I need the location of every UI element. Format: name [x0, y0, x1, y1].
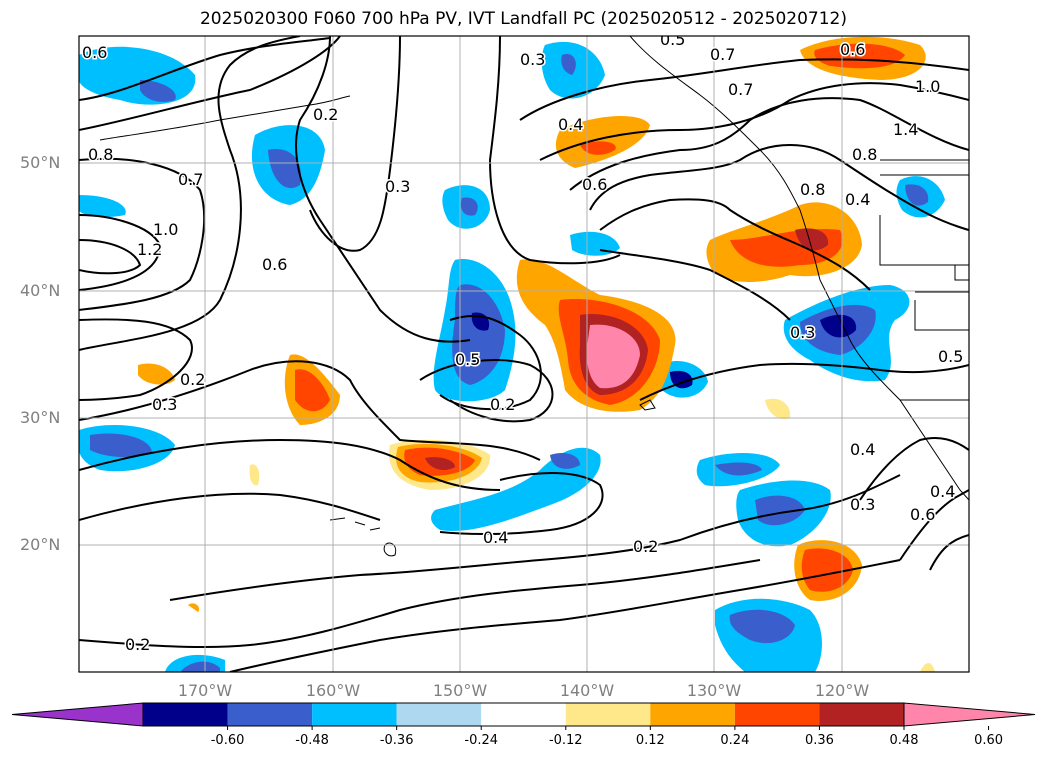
colorbar-tick-label: -0.24 — [464, 733, 499, 748]
map-frame — [78, 35, 970, 673]
colorbar-tick-label: -0.12 — [548, 733, 583, 748]
colorbar-tick-label: 0.60 — [974, 733, 1004, 748]
contour-label: 0.4 — [558, 115, 583, 134]
contour-label: 0.4 — [845, 190, 870, 209]
contour-label: 0.8 — [88, 145, 113, 164]
contour-label: 0.6 — [840, 40, 865, 59]
contour-label: 0.2 — [125, 635, 150, 654]
contour-label: 1.4 — [893, 120, 918, 139]
contour-label: 0.3 — [790, 323, 815, 342]
lon-label-130w: 130°W — [686, 681, 742, 700]
contour-label: 0.7 — [728, 80, 753, 99]
colorbar-frame — [142, 702, 905, 727]
colorbar-tick-label: -0.48 — [295, 733, 329, 748]
graticule — [79, 36, 969, 672]
lon-label-160w: 160°W — [305, 681, 361, 700]
contour-label: 0.4 — [483, 528, 508, 547]
contour-label: 1.2 — [137, 240, 162, 259]
colorbar-tick-label: 0.48 — [889, 733, 919, 748]
colorbar-segment — [819, 703, 904, 726]
lat-label-50n: 50°N — [20, 153, 61, 172]
contour-label: 0.8 — [800, 180, 825, 199]
contour-label: 1.0 — [153, 220, 178, 239]
figure-title: 2025020300 F060 700 hPa PV, IVT Landfall… — [199, 9, 847, 29]
contour-labels: 0.6 0.3 0.5 0.7 0.6 1.0 0.7 0.4 1.4 0.8 0.8 0.8 0.7 1… — [81, 30, 965, 656]
contour-label: 0.8 — [852, 145, 877, 164]
contour-label: 0.3 — [520, 50, 545, 69]
colorbar-segment — [481, 703, 566, 726]
contour-label: 0.5 — [938, 347, 963, 366]
contour-label: 0.2 — [180, 370, 205, 389]
colorbar-tick-label: 0.36 — [804, 733, 834, 748]
map-plot-area: 0.6 0.3 0.5 0.7 0.6 1.0 0.7 0.4 1.4 0.8 0.8 0.8 0.7 1… — [79, 30, 969, 672]
colorbar-segment — [396, 703, 482, 726]
colorbar-segment — [227, 703, 313, 726]
contour-label: 0.2 — [490, 395, 515, 414]
contour-label: 0.6 — [82, 43, 107, 62]
contour-label: 0.2 — [313, 105, 338, 124]
contour-label: 0.4 — [850, 440, 875, 459]
colorbar-tick-label: 0.12 — [635, 733, 665, 748]
positive-shading — [138, 36, 935, 672]
colorbar-segment — [312, 703, 397, 726]
contour-label: 0.2 — [633, 537, 658, 556]
contour-label: 0.4 — [930, 482, 955, 501]
lon-label-140w: 140°W — [559, 681, 615, 700]
contour-label: 0.3 — [850, 495, 875, 514]
colorbar-extend-low — [11, 702, 144, 727]
colorbar-tick-label: -0.60 — [210, 733, 245, 748]
contour-label: 0.3 — [152, 395, 177, 414]
contour-label: 0.7 — [710, 45, 735, 64]
colorbar-segment — [734, 703, 820, 726]
colorbar-tick-label: 0.24 — [720, 733, 750, 748]
lat-label-40n: 40°N — [20, 281, 61, 300]
lon-label-120w: 120°W — [814, 681, 870, 700]
pv-contours — [79, 36, 969, 672]
colorbar-extend-high — [903, 702, 1036, 727]
colorbar-tick-label: -0.36 — [379, 733, 414, 748]
colorbar-segment — [650, 703, 735, 726]
contour-label: 0.5 — [660, 30, 685, 49]
lat-label-30n: 30°N — [20, 408, 61, 427]
contour-label: 1.0 — [915, 77, 940, 96]
lon-label-170w: 170°W — [177, 681, 233, 700]
contour-label: 0.3 — [385, 177, 410, 196]
colorbar — [11, 702, 1036, 730]
colorbar-segment — [565, 703, 651, 726]
contour-label: 0.6 — [910, 505, 935, 524]
lat-label-20n: 20°N — [20, 535, 61, 554]
contour-label: 0.6 — [262, 255, 287, 274]
contour-label: 0.6 — [582, 175, 607, 194]
contour-label: 0.5 — [455, 350, 480, 369]
colorbar-segment — [143, 703, 228, 726]
contour-label: 0.7 — [178, 170, 203, 189]
lon-label-150w: 150°W — [432, 681, 488, 700]
